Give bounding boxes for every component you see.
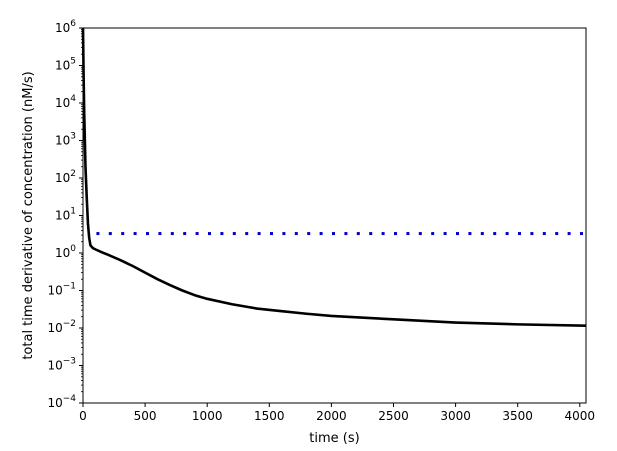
- y-axis-label: total time derivative of concentration (…: [21, 71, 36, 359]
- plot-background: [83, 28, 586, 403]
- dotted-line-dot: [394, 232, 398, 236]
- dotted-line-dot: [530, 232, 534, 236]
- dotted-line-dot: [381, 232, 385, 236]
- y-tick-label: 101: [55, 207, 76, 223]
- dotted-line-dot: [443, 232, 447, 236]
- x-axis-label: time (s): [309, 431, 359, 446]
- dotted-line-dot: [356, 232, 360, 236]
- dotted-reference-line: [96, 232, 584, 236]
- y-tick-label: 102: [55, 169, 76, 185]
- dotted-line-dot: [555, 232, 559, 236]
- dotted-line-dot: [542, 232, 546, 236]
- dotted-line-dot: [208, 232, 212, 236]
- dotted-line-dot: [518, 232, 522, 236]
- dotted-line-dot: [307, 232, 311, 236]
- solid-decay-line: [81, 27, 587, 328]
- y-tick-label: 100: [55, 244, 76, 260]
- x-tick-label: 1000: [192, 409, 223, 423]
- x-tick-label: 3000: [440, 409, 471, 423]
- dotted-line-dot: [146, 232, 150, 236]
- dotted-line-dot: [294, 232, 298, 236]
- dotted-line-dot: [257, 232, 261, 236]
- dotted-line-dot: [232, 232, 236, 236]
- dotted-line-dot: [220, 232, 224, 236]
- dotted-line-dot: [270, 232, 274, 236]
- dotted-line-dot: [108, 232, 112, 236]
- x-tick-label: 0: [79, 409, 87, 423]
- dotted-line-dot: [456, 232, 460, 236]
- dotted-line-dot: [369, 232, 373, 236]
- y-tick-label: 10−1: [47, 282, 76, 298]
- dotted-line-dot: [319, 232, 323, 236]
- dotted-line-dot: [183, 232, 187, 236]
- plot-frame: [82, 27, 587, 404]
- x-tick-label: 3500: [502, 409, 533, 423]
- x-tick-label: 2500: [378, 409, 409, 423]
- dotted-line-dot: [121, 232, 125, 236]
- dotted-line-dot: [406, 232, 410, 236]
- y-tick-label: 10−3: [47, 357, 76, 373]
- dotted-line-dot: [480, 232, 484, 236]
- dotted-line-dot: [245, 232, 249, 236]
- dotted-line-dot: [96, 232, 100, 236]
- dotted-line-dot: [282, 232, 286, 236]
- dotted-line-dot: [344, 232, 348, 236]
- series-layer: [81, 27, 587, 328]
- dotted-line-dot: [195, 232, 199, 236]
- y-tick-label: 104: [55, 94, 76, 110]
- dotted-line-dot: [580, 232, 584, 236]
- y-tick-label: 103: [55, 132, 76, 148]
- dotted-line-dot: [431, 232, 435, 236]
- y-tick-label: 10−4: [47, 394, 76, 410]
- dotted-line-dot: [332, 232, 336, 236]
- x-tick-label: 500: [134, 409, 157, 423]
- dotted-line-dot: [505, 232, 509, 236]
- dotted-line-dot: [493, 232, 497, 236]
- y-tick-label: 10−2: [47, 319, 76, 335]
- y-tick-label: 105: [55, 57, 76, 73]
- y-tick-label: 106: [55, 19, 76, 35]
- dotted-line-dot: [567, 232, 571, 236]
- x-tick-label: 4000: [565, 409, 596, 423]
- dotted-line-dot: [158, 232, 162, 236]
- dotted-line-dot: [468, 232, 472, 236]
- dotted-line-dot: [133, 232, 137, 236]
- x-tick-label: 2000: [316, 409, 347, 423]
- dotted-line-dot: [170, 232, 174, 236]
- x-tick-label: 1500: [254, 409, 285, 423]
- dotted-line-dot: [418, 232, 422, 236]
